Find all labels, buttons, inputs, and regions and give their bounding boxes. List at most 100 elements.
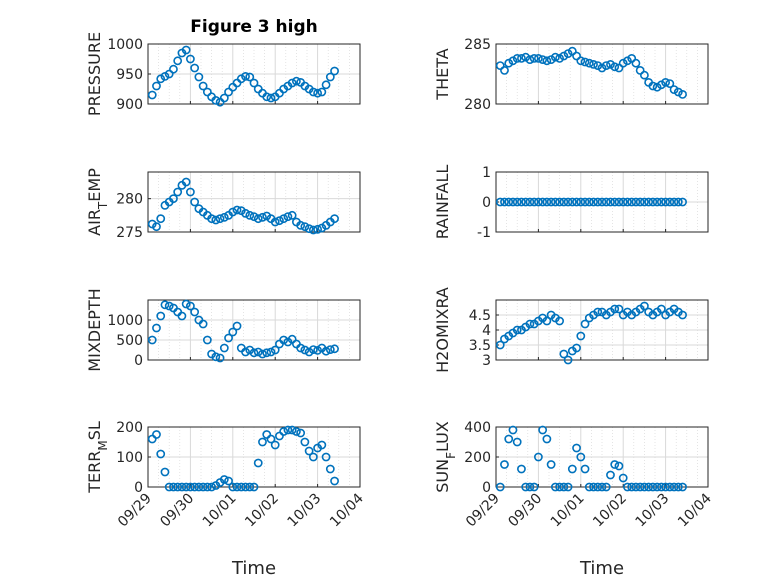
subplot-3: 275 280 AIRTEMP (85, 168, 361, 241)
data-point (308, 87, 318, 97)
x-tick-label: 09/29 (463, 491, 503, 531)
data-point (308, 452, 318, 462)
data-point (555, 54, 564, 63)
data-point (521, 52, 531, 62)
data-point (576, 197, 586, 207)
x-tick-label: 10/04 (675, 490, 715, 530)
data-point (572, 197, 581, 207)
y-axis-label: THETA (433, 48, 452, 100)
data-point (631, 482, 641, 492)
data-point (648, 482, 658, 492)
data-point (325, 464, 335, 474)
data-point (508, 425, 518, 435)
data-point (504, 197, 514, 207)
data-point (296, 343, 306, 353)
data-point (296, 428, 306, 438)
y-tick-label: 280 (116, 192, 143, 208)
data-point (572, 343, 581, 353)
y-axis-label: TERRMSL (85, 421, 110, 494)
data-point (185, 482, 195, 492)
y-tick-label: 4.5 (469, 308, 491, 324)
data-point (640, 482, 649, 492)
x-axis-label: Time (231, 558, 276, 579)
data-point (283, 425, 293, 435)
data-point (538, 425, 548, 435)
data-point (245, 482, 255, 492)
data-point (669, 197, 679, 207)
data-point (640, 70, 649, 80)
data-point (589, 197, 598, 207)
data-point (156, 311, 166, 321)
data-point (631, 197, 641, 207)
data-point (308, 225, 318, 235)
data-point (236, 482, 246, 492)
data-point (287, 334, 297, 344)
data-point (202, 335, 212, 345)
data-point (589, 482, 598, 492)
data-point (593, 197, 603, 207)
data-point (500, 460, 509, 469)
data-point (287, 78, 297, 88)
data-point (296, 220, 306, 230)
data-point (512, 197, 522, 207)
data-point (232, 482, 242, 492)
data-point (635, 482, 645, 492)
chart-title: Figure 3 high (190, 17, 318, 37)
data-point (661, 482, 670, 492)
data-point (313, 224, 322, 234)
data-point (164, 301, 174, 311)
data-point (538, 55, 548, 64)
data-point (325, 345, 335, 354)
data-point (652, 197, 662, 207)
data-point (584, 58, 594, 68)
data-point (202, 482, 212, 492)
data-point (627, 482, 637, 492)
y-tick-label: 4 (482, 323, 491, 339)
data-point (215, 353, 225, 363)
data-point (330, 344, 339, 354)
data-point (542, 316, 552, 326)
data-point (177, 311, 187, 321)
data-point (550, 197, 560, 207)
data-point (546, 55, 556, 64)
subplot-2: 280 285 THETA (433, 37, 709, 113)
data-point (495, 340, 505, 350)
data-point (521, 197, 531, 207)
data-point (253, 458, 263, 468)
data-point (529, 54, 539, 63)
data-point (291, 427, 301, 436)
data-point (258, 212, 267, 222)
data-point (219, 93, 229, 103)
data-point (542, 434, 552, 444)
data-point (241, 208, 250, 218)
data-point (601, 61, 611, 70)
data-point (219, 212, 229, 222)
data-point (635, 197, 645, 207)
data-point (525, 55, 535, 64)
data-point (656, 197, 666, 207)
data-point (614, 197, 624, 207)
data-point (648, 197, 658, 207)
data-point (508, 197, 518, 207)
data-point (563, 355, 573, 365)
data-point (673, 197, 683, 207)
data-point (576, 452, 586, 462)
axes-frame (147, 171, 361, 233)
y-tick-label: 950 (116, 67, 143, 83)
data-point (245, 72, 255, 82)
data-point (601, 197, 611, 207)
data-point (181, 299, 191, 309)
axes-frame (147, 43, 361, 105)
data-point (181, 45, 191, 55)
data-point (190, 197, 200, 207)
data-point (152, 430, 161, 439)
x-tick-label: 10/01 (548, 491, 588, 531)
data-point (521, 482, 531, 492)
data-point (152, 81, 161, 91)
data-point (207, 214, 216, 224)
data-point (190, 63, 200, 73)
data-point (495, 61, 505, 70)
data-point (652, 482, 662, 492)
data-point (593, 61, 603, 70)
